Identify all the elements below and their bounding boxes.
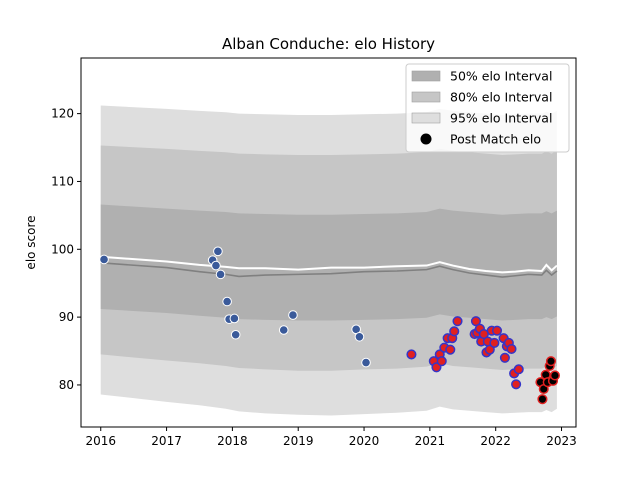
x-tick-label: 2019 <box>283 434 314 448</box>
data-point-red <box>406 349 417 360</box>
legend-swatch <box>411 112 441 124</box>
legend-marker <box>420 133 432 145</box>
data-point-red <box>513 364 524 375</box>
data-point-black <box>537 394 548 405</box>
data-point-red <box>499 352 510 363</box>
data-point-blue <box>361 357 371 368</box>
x-tick-label: 2022 <box>480 434 511 448</box>
y-axis-label: elo score <box>24 215 38 269</box>
data-point-red <box>506 343 517 355</box>
legend-box <box>405 63 570 153</box>
chart-legend: 50% elo Interval 80% elo Interval 95% elo … <box>405 63 570 153</box>
legend-label: 95% elo Interval <box>450 111 552 126</box>
y-axis-ticks: 80 90 100 110 120 <box>51 107 81 392</box>
data-point-blue <box>222 296 232 307</box>
data-point-red <box>511 379 522 390</box>
data-point-black <box>545 356 557 367</box>
plot-frame <box>80 57 577 428</box>
y-tick-label: 110 <box>51 174 74 188</box>
data-point-blue <box>215 269 226 280</box>
y-tick-label: 80 <box>59 378 74 392</box>
data-point-red <box>491 325 503 336</box>
data-point-blue <box>213 246 223 257</box>
data-point-blue <box>278 325 289 335</box>
x-axis-ticks: 2016 2017 2018 2019 2020 2021 2022 2023 <box>85 427 577 448</box>
x-tick-label: 2017 <box>151 434 182 448</box>
y-tick-label: 90 <box>59 310 74 324</box>
post-match-points <box>99 246 560 405</box>
legend-label: 80% elo Interval <box>450 90 552 105</box>
data-point-red <box>452 316 463 327</box>
elo-lines <box>100 255 558 278</box>
legend-swatch <box>411 91 441 103</box>
legend-label: Post Match elo <box>450 132 541 147</box>
x-tick-label: 2020 <box>349 434 380 448</box>
elo-median-line <box>100 262 558 278</box>
y-tick-label: 120 <box>51 107 74 121</box>
data-point-red <box>436 356 447 367</box>
data-point-blue <box>99 254 109 265</box>
y-tick-label: 100 <box>51 242 74 256</box>
data-point-blue <box>230 329 241 340</box>
data-point-black <box>549 370 560 381</box>
chart-title: Alban Conduche: elo History <box>222 35 435 53</box>
elo-mean-line <box>100 255 558 274</box>
x-tick-label: 2023 <box>546 434 577 448</box>
data-point-red <box>445 344 456 355</box>
band-50 <box>100 204 557 321</box>
x-tick-label: 2016 <box>85 434 116 448</box>
data-point-blue <box>288 310 298 320</box>
legend-label: 50% elo Interval <box>450 69 552 84</box>
data-point-red <box>484 344 495 355</box>
data-point-red <box>449 326 460 337</box>
data-point-blue <box>229 313 240 324</box>
x-tick-label: 2021 <box>415 434 446 448</box>
data-point-red <box>470 316 482 327</box>
data-point-red <box>489 337 500 348</box>
data-point-blue <box>354 331 365 342</box>
x-tick-label: 2018 <box>217 434 248 448</box>
data-point-blue <box>211 260 221 271</box>
legend-swatch <box>411 70 441 82</box>
